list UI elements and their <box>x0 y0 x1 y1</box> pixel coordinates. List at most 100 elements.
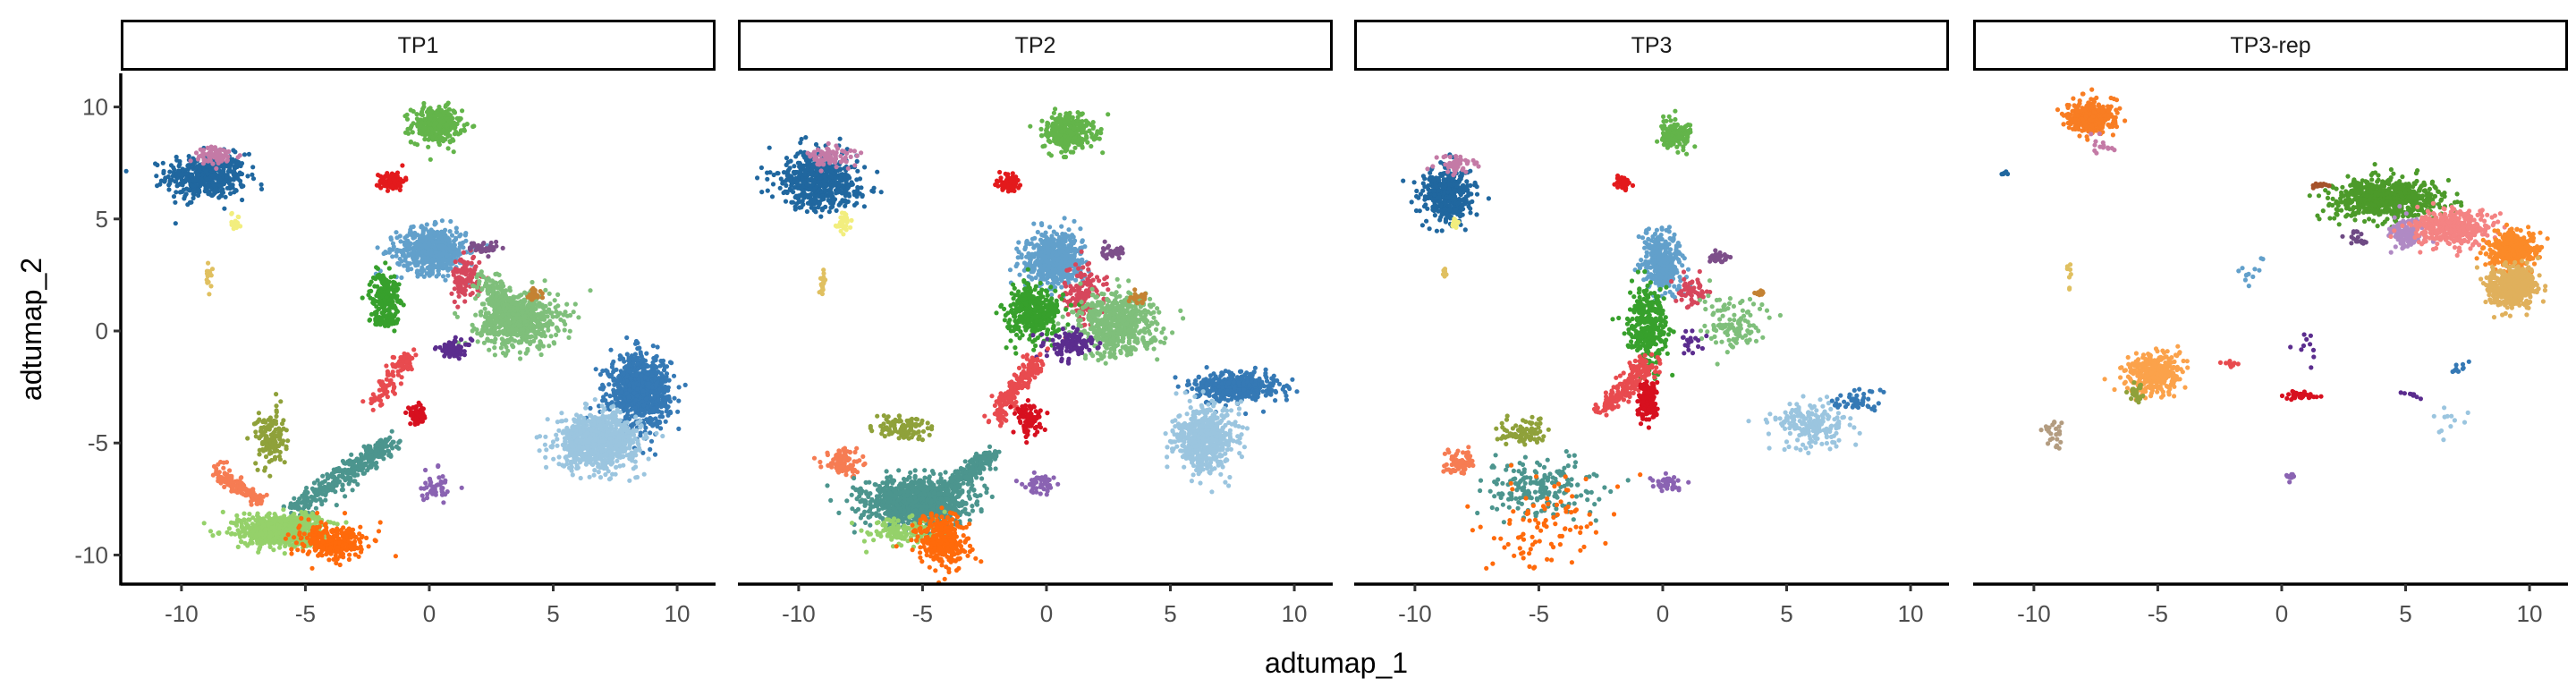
data-point <box>411 121 416 126</box>
data-point <box>512 316 518 321</box>
data-point <box>226 181 232 186</box>
data-point <box>621 371 626 377</box>
data-point <box>386 308 392 313</box>
data-point <box>654 365 659 370</box>
data-point <box>419 243 425 249</box>
data-point <box>503 308 508 313</box>
data-point <box>568 312 573 318</box>
data-point <box>614 407 620 412</box>
data-point <box>222 206 227 211</box>
data-point <box>482 320 487 326</box>
data-point <box>617 463 623 469</box>
data-point <box>457 131 463 136</box>
data-point <box>210 472 216 478</box>
data-point <box>496 272 502 277</box>
data-point <box>604 432 609 437</box>
data-point <box>385 171 390 176</box>
data-point <box>613 396 618 402</box>
data-point <box>385 188 391 193</box>
data-point <box>420 254 426 259</box>
data-point <box>221 180 227 185</box>
data-point <box>233 188 239 193</box>
data-point <box>216 462 221 467</box>
data-point <box>619 404 625 410</box>
data-point <box>610 460 615 465</box>
data-point <box>649 410 655 415</box>
data-point <box>437 130 443 135</box>
data-point <box>177 172 182 177</box>
data-point <box>399 362 404 368</box>
data-point <box>588 288 593 293</box>
data-point <box>641 471 647 477</box>
data-point <box>285 438 291 444</box>
data-point <box>405 267 411 273</box>
data-point <box>574 465 580 471</box>
data-point <box>451 149 456 155</box>
data-point <box>183 191 189 197</box>
data-point <box>378 185 384 191</box>
data-point <box>632 405 638 411</box>
data-point <box>532 306 538 311</box>
data-point <box>377 288 383 293</box>
data-point <box>638 418 643 423</box>
data-point <box>542 278 547 284</box>
data-point <box>469 241 475 246</box>
data-point <box>609 404 614 410</box>
data-point <box>198 179 203 184</box>
data-point <box>414 112 419 117</box>
data-point <box>517 350 523 355</box>
data-point <box>453 225 459 231</box>
data-point <box>174 157 180 163</box>
data-point <box>456 293 462 299</box>
data-point <box>635 386 640 392</box>
data-point <box>588 412 593 418</box>
data-point <box>629 402 634 407</box>
data-point <box>570 472 575 478</box>
data-point <box>272 448 277 454</box>
data-point <box>231 177 236 182</box>
data-point <box>193 150 199 156</box>
data-point <box>650 360 656 365</box>
data-point <box>374 182 379 188</box>
data-point <box>374 265 379 270</box>
data-point <box>396 181 402 186</box>
data-point <box>455 283 461 288</box>
data-point <box>567 328 572 334</box>
data-point <box>206 279 211 284</box>
data-point <box>649 417 656 422</box>
data-point <box>282 460 287 465</box>
data-point <box>343 494 348 499</box>
data-point <box>631 360 636 366</box>
data-point <box>273 454 278 460</box>
data-point <box>181 180 186 185</box>
data-point <box>541 330 547 335</box>
data-point <box>627 478 632 483</box>
data-point <box>382 285 387 291</box>
data-point <box>426 250 431 256</box>
data-point <box>459 337 464 343</box>
data-point <box>417 239 422 244</box>
data-point <box>599 403 605 409</box>
data-point <box>556 462 562 467</box>
data-point <box>604 452 609 457</box>
data-point <box>449 125 454 131</box>
data-point <box>648 446 653 452</box>
data-point <box>388 173 394 179</box>
data-point <box>502 328 507 334</box>
data-point <box>500 312 506 318</box>
data-point <box>618 354 623 360</box>
data-point <box>570 444 575 449</box>
data-point <box>498 287 504 293</box>
data-point <box>191 195 196 201</box>
data-point <box>544 447 549 453</box>
data-point <box>230 185 235 191</box>
data-point <box>235 224 241 229</box>
data-point <box>206 191 211 197</box>
data-point <box>206 183 211 189</box>
data-point <box>210 166 216 172</box>
data-point <box>411 347 417 352</box>
data-point <box>174 174 180 180</box>
data-point <box>414 416 419 421</box>
data-point <box>666 377 672 383</box>
